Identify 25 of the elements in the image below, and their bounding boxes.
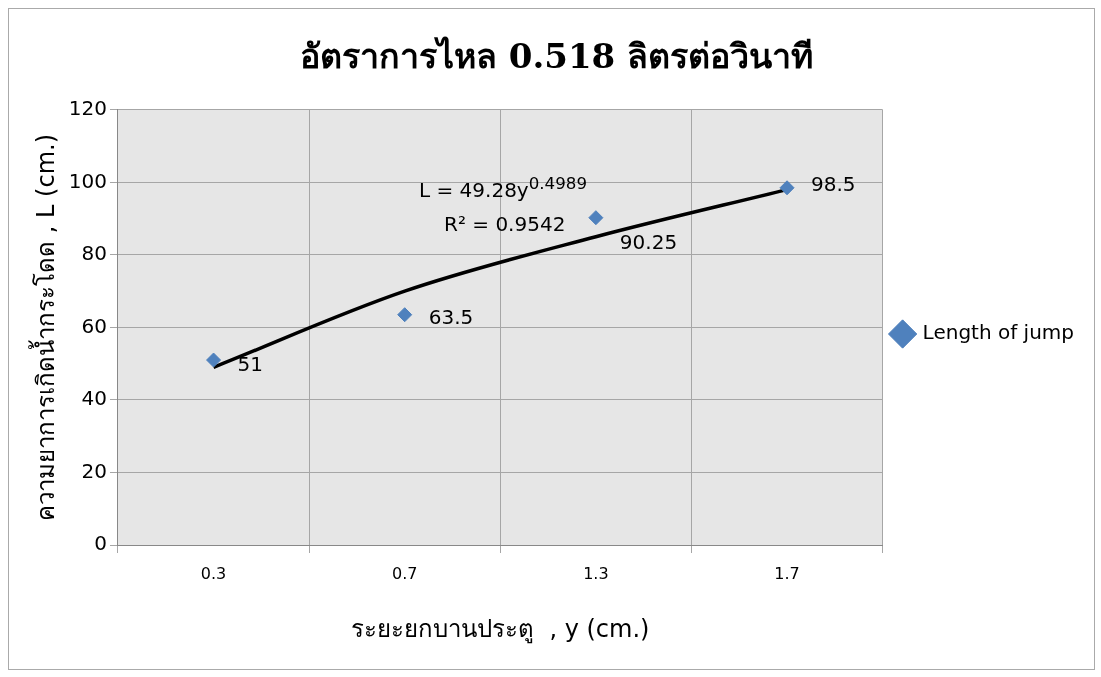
data-label: 63.5 [428,304,474,329]
x-tick-label: 1.3 [583,563,609,583]
annotation: R² = 0.9542 [444,212,566,236]
y-tick-label: 100 [68,168,107,193]
y-tick-label: 80 [81,241,107,266]
x-tick-label: 1.7 [774,563,800,583]
y-tick-label: 0 [94,531,107,556]
y-tick-label: 20 [81,458,107,483]
data-label: 51 [237,352,264,377]
y-axis-title: ความยาการเกิดน้ำกระโดด , L (cm.) [27,133,60,521]
data-label: 98.5 [811,171,856,196]
x-axis-title: ระยะยกบานประตู , y (cm.) [351,614,650,644]
x-tick-label: 0.3 [200,563,227,583]
chart-title: อัตราการไหล 0.518 ลิตรต่อวินาที [299,36,814,77]
y-tick-label: 120 [68,96,107,120]
annotation: L = 49.28y$^{0.4989}$ [419,174,587,202]
point [779,180,795,196]
legend-label: Length of jump [922,320,1074,345]
x-tick-label: 0.7 [391,563,418,583]
data-label: 90.25 [619,229,678,254]
point [206,352,222,368]
y-tick-label: 40 [81,386,107,411]
point [397,307,413,323]
point [588,210,604,226]
y-tick-label: 60 [81,313,107,338]
